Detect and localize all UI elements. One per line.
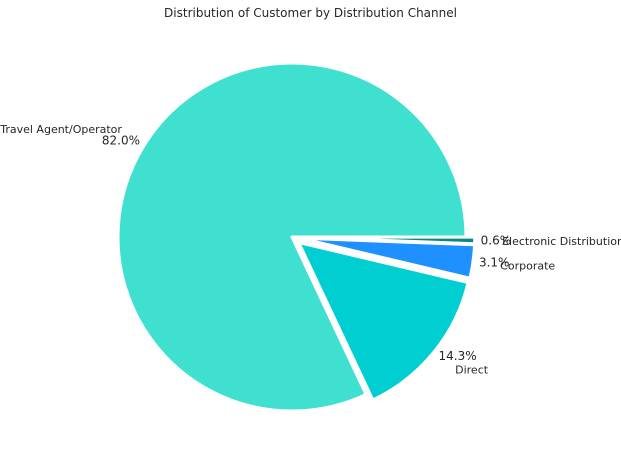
pie-slice-travel-agent-operator (116, 61, 468, 413)
pie-label-corporate: Corporate (500, 259, 555, 272)
chart-title: Distribution of Customer by Distribution… (164, 6, 457, 20)
pie-label-travel-agent-operator: Travel Agent/Operator (0, 123, 122, 136)
pie-pct-label-corporate: 3.1% (479, 255, 510, 269)
pie-slice-electronic-distribution (299, 235, 477, 246)
pie-pct-label-direct: 14.3% (439, 349, 477, 363)
pie-label-direct: Direct (455, 363, 489, 376)
pie-pct-label-electronic-distribution: 0.6% (481, 234, 512, 248)
pie-label-electronic-distribution: Electronic Distribution (502, 235, 621, 248)
pie-slice-direct (297, 240, 470, 402)
pie-pct-label-travel-agent-operator: 82.0% (102, 134, 140, 148)
